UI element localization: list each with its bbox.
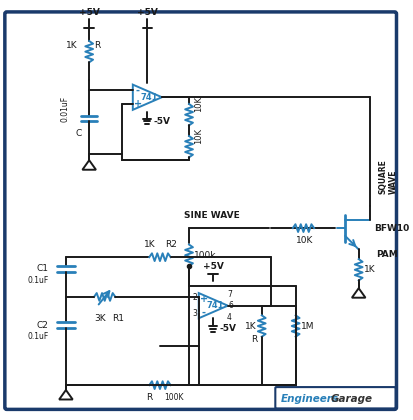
Text: C: C (75, 129, 81, 138)
Text: 3K: 3K (94, 315, 105, 323)
Text: R1: R1 (112, 315, 124, 323)
Text: 10K: 10K (193, 128, 202, 144)
Text: 10K: 10K (295, 236, 312, 245)
Text: 0.1uF: 0.1uF (27, 332, 48, 341)
Text: PAM: PAM (375, 250, 397, 259)
FancyBboxPatch shape (275, 387, 394, 408)
Text: SINE WAVE: SINE WAVE (184, 211, 240, 220)
Text: 10K: 10K (193, 96, 202, 112)
Text: Garage: Garage (330, 394, 372, 404)
Text: 1M: 1M (300, 322, 313, 331)
Text: +: + (199, 294, 207, 304)
Text: -5V: -5V (218, 324, 235, 333)
Text: -: - (201, 307, 205, 318)
Text: 0.1uF: 0.1uF (27, 276, 48, 285)
Text: 100k: 100k (193, 251, 216, 260)
Text: 6: 6 (228, 301, 233, 310)
Text: 1K: 1K (66, 41, 77, 50)
FancyBboxPatch shape (5, 12, 396, 409)
Text: 7: 7 (226, 289, 231, 299)
Text: R: R (250, 335, 256, 344)
Text: C1: C1 (36, 264, 48, 273)
Text: 100K: 100K (164, 393, 183, 402)
Text: R2: R2 (164, 240, 176, 249)
Text: +: + (133, 99, 141, 109)
Text: +5V: +5V (78, 8, 100, 17)
Text: 1K: 1K (143, 240, 155, 249)
Text: 3: 3 (192, 309, 196, 318)
Text: 1K: 1K (363, 265, 374, 274)
Text: Engineers: Engineers (280, 394, 338, 404)
Text: SQUARE
WAVE: SQUARE WAVE (377, 159, 396, 194)
Text: R: R (94, 41, 100, 50)
Text: 4: 4 (226, 313, 231, 322)
Text: 2: 2 (192, 294, 196, 302)
Text: 741: 741 (206, 301, 223, 310)
Text: +5V: +5V (137, 8, 157, 17)
Text: R: R (146, 393, 152, 402)
Text: 1K: 1K (244, 322, 256, 331)
Text: -: - (135, 85, 139, 95)
Text: 741: 741 (140, 93, 158, 102)
Text: -5V: -5V (153, 117, 170, 126)
Text: 0.01uF: 0.01uF (61, 96, 70, 122)
Text: +5V: +5V (202, 262, 223, 271)
Text: BFW10: BFW10 (373, 223, 408, 233)
Text: C2: C2 (36, 320, 48, 330)
